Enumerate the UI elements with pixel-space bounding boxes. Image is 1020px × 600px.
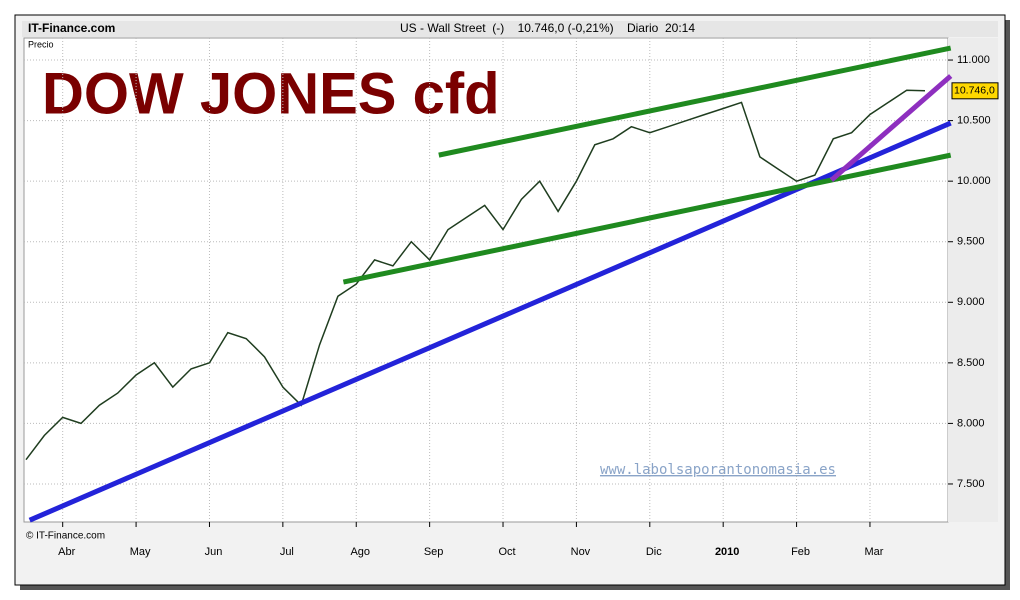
watermark: www.labolsaporantonomasia.es <box>600 462 836 478</box>
header-bar <box>22 21 998 37</box>
y-tick-label: 8.000 <box>957 417 985 429</box>
y-tick-label: 11.000 <box>957 54 990 66</box>
y-tick-label: 9.500 <box>957 236 985 248</box>
last-price-box <box>951 82 999 100</box>
copyright: © IT-Finance.com <box>26 531 105 542</box>
x-tick-label: May <box>130 546 151 558</box>
quote: US - Wall Street (-) 10.746,0 (-0,21%) D… <box>400 21 695 35</box>
y-tick-label: 10.000 <box>957 175 991 187</box>
y-tick-label: 10.500 <box>957 115 991 127</box>
chart-title: DOW JONES cfd <box>42 61 500 126</box>
trendline <box>438 45 952 158</box>
trendline <box>829 74 953 182</box>
x-tick-label: Sep <box>424 546 444 558</box>
x-tick-label: Oct <box>498 546 515 558</box>
y-tick-label: 7.500 <box>957 478 985 490</box>
x-tick-label: Abr <box>58 546 75 558</box>
last-price-label: 10.746,0 <box>954 85 995 97</box>
trendline <box>342 152 952 285</box>
x-tick-label: Feb <box>791 546 810 558</box>
x-tick-label: Nov <box>571 546 591 558</box>
x-tick-label: 2010 <box>715 546 739 558</box>
x-tick-label: Dic <box>646 546 662 558</box>
site-name: IT-Finance.com <box>28 21 115 35</box>
x-tick-label: Ago <box>350 546 370 558</box>
x-tick-label: Mar <box>864 546 883 558</box>
plot-layer: 7.500 8.000 8.500 9.000 9.500 10.000 10.500 11.… <box>24 38 999 558</box>
y-label: Precio <box>28 39 54 49</box>
y-tick-label: 9.000 <box>957 296 985 308</box>
y-tick-label: 8.500 <box>957 357 985 369</box>
price-line <box>25 89 926 461</box>
x-tick-label: Jul <box>280 546 294 558</box>
x-tick-label: Jun <box>205 546 223 558</box>
y-axis-area <box>948 38 998 522</box>
